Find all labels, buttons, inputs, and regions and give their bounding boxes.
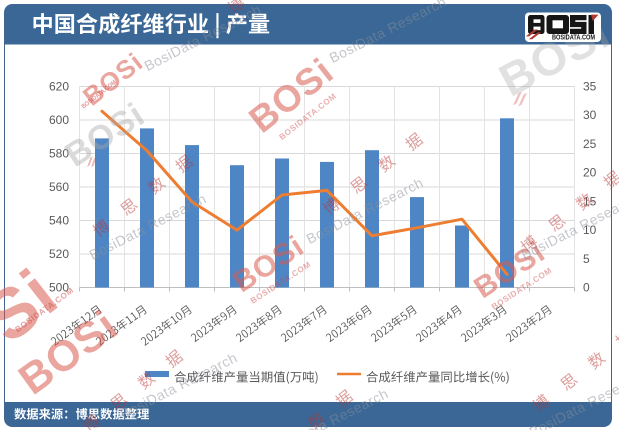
- svg-text:15: 15: [583, 194, 597, 208]
- svg-text:500: 500: [49, 281, 69, 295]
- svg-text:20: 20: [583, 166, 597, 180]
- svg-text:600: 600: [49, 113, 69, 127]
- svg-text:560: 560: [49, 180, 69, 194]
- svg-text:520: 520: [49, 247, 69, 261]
- svg-text:620: 620: [49, 80, 69, 94]
- svg-text:580: 580: [49, 147, 69, 161]
- svg-text:BOSIDATA.COM: BOSIDATA.COM: [552, 35, 595, 42]
- svg-text:10: 10: [583, 223, 597, 237]
- svg-text:35: 35: [583, 80, 597, 94]
- svg-text:540: 540: [49, 214, 69, 228]
- svg-text:0: 0: [583, 281, 590, 295]
- svg-text:25: 25: [583, 137, 597, 151]
- svg-text:30: 30: [583, 108, 597, 122]
- svg-text:5: 5: [583, 252, 590, 266]
